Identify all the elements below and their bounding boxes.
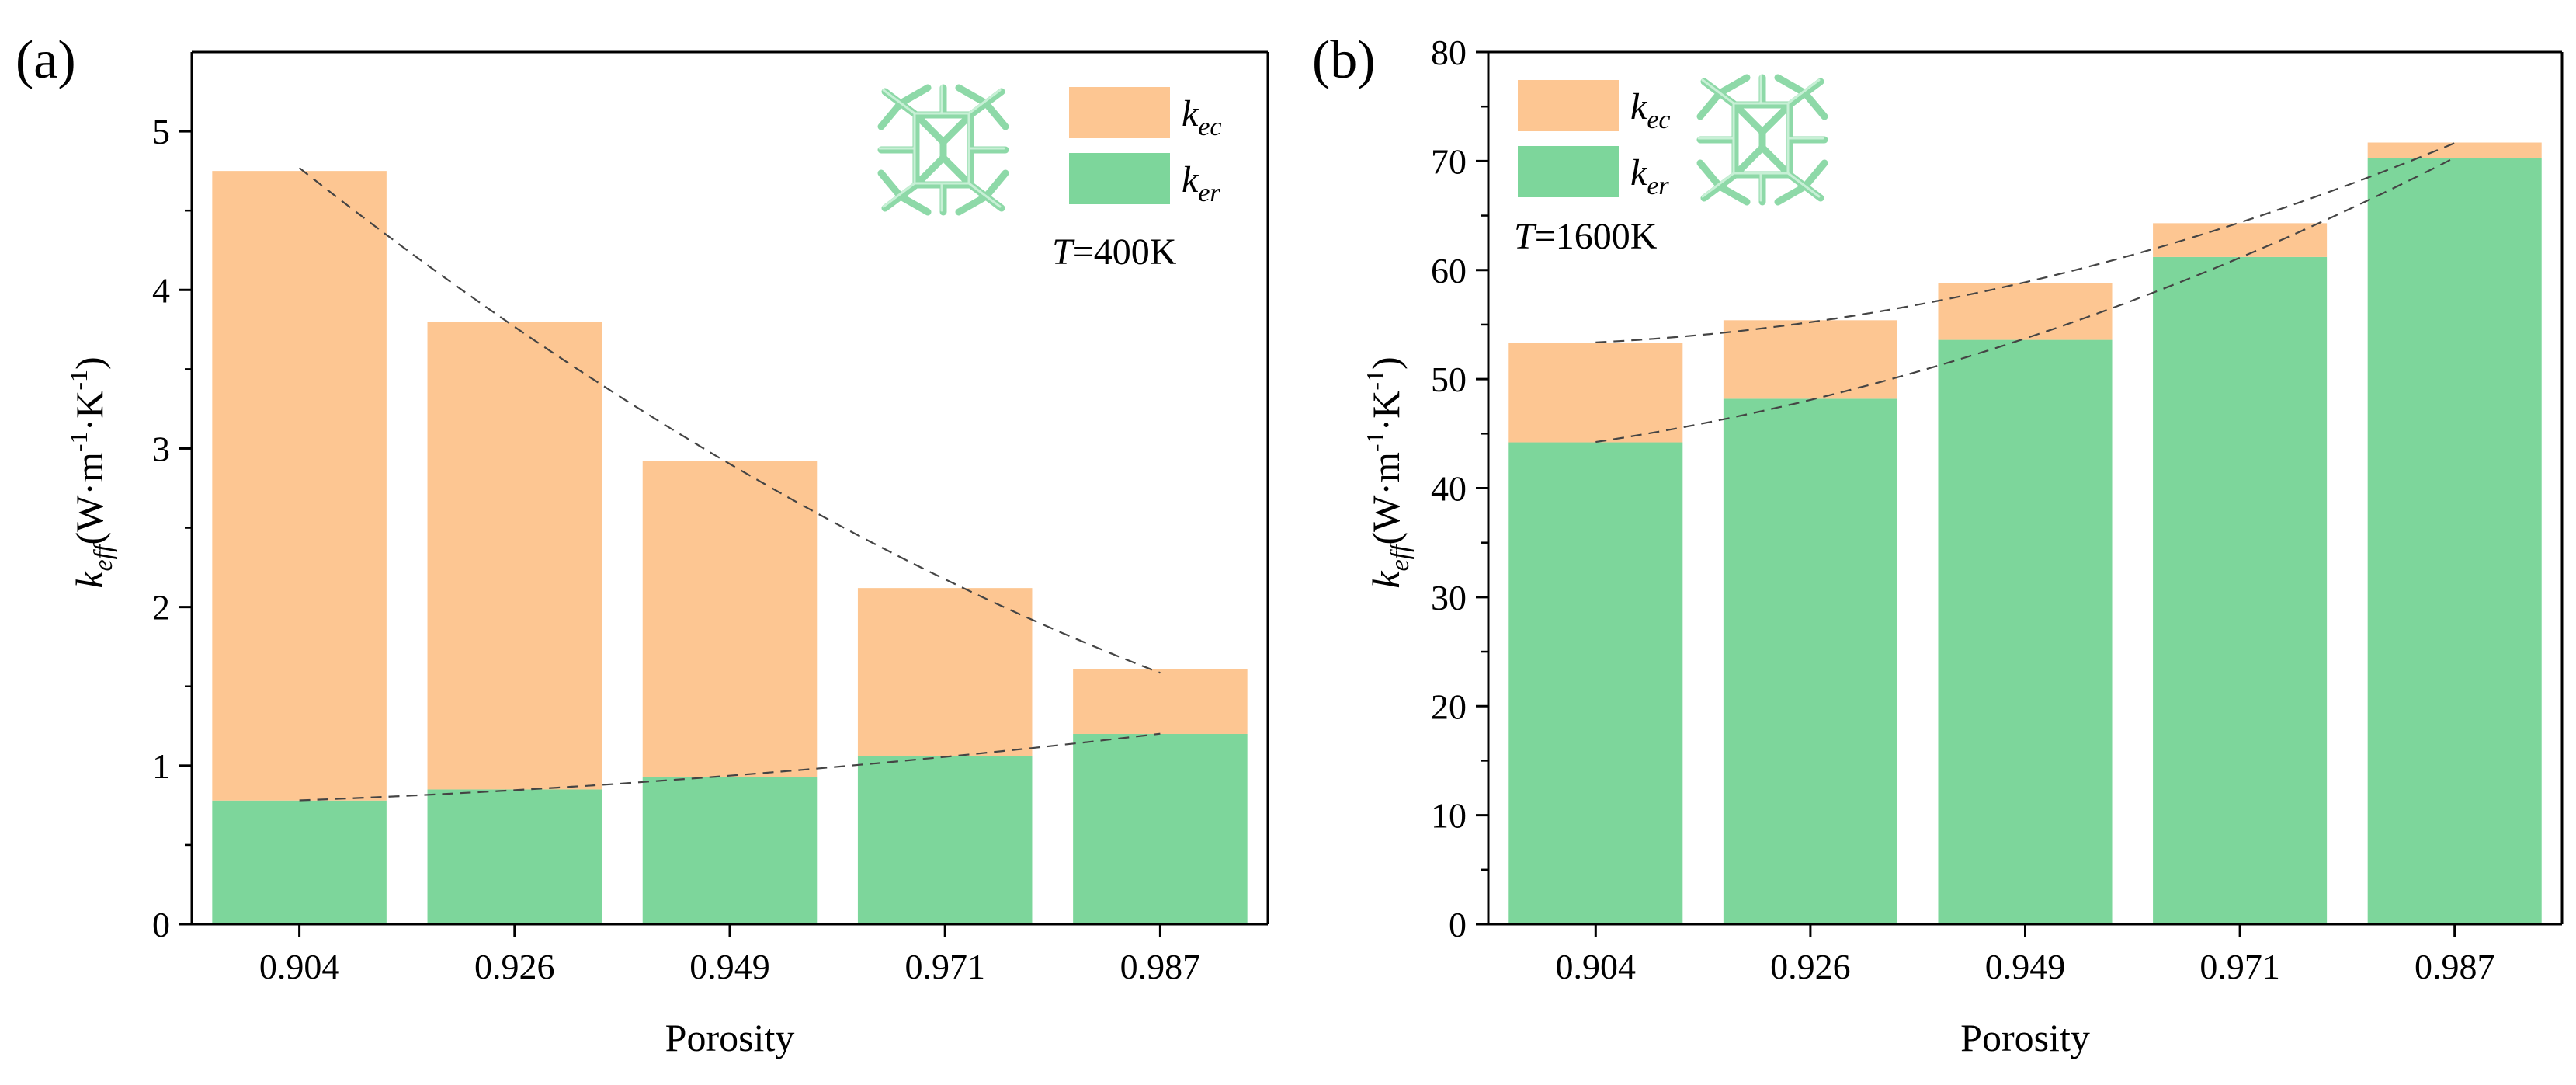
chart-a: 0 1 2 3 4 5 0.904 0.926 0.949 0.971 0.987 Porosity k… [16,30,1269,1059]
y-tick-label: 1 [152,746,170,786]
bar-ec [2367,142,2542,158]
lattice-structure-image-highlight [1697,75,1824,202]
x-tick-label: 0.926 [1770,947,1851,986]
y-tick-label: 80 [1431,33,1467,72]
bar-ec [2153,223,2328,257]
legend-swatch-er [1518,146,1619,197]
y-tick-label: 30 [1431,578,1467,617]
x-tick-label: 0.904 [1556,947,1637,986]
trend-line-er [299,732,1161,802]
y-tick-label: 0 [1449,905,1467,944]
y-axis-label: keff(W·m-1·K-1) [1361,356,1415,588]
trend-line-er [1595,157,2456,443]
y-tick-label: 20 [1431,687,1467,726]
y-axis-label: keff(W·m-1·K-1) [64,356,118,588]
bar-er [1508,442,1683,924]
y-tick-label: 4 [152,270,170,310]
x-tick-label: 0.949 [1985,947,2066,986]
bar-ec [427,322,602,790]
bar-er [1723,398,1897,924]
bar-ec [1508,343,1683,443]
panel-label: (a) [16,30,76,90]
bar-ec [857,588,1033,756]
bar-er [2153,256,2328,924]
bar-er [2367,158,2542,924]
y-tick-label: 3 [152,429,170,468]
y-tick-label: 60 [1431,251,1467,290]
y-tick-label: 5 [152,112,170,151]
legend-swatch-ec [1069,87,1170,138]
y-tick-label: 70 [1431,141,1467,181]
legend-label-ec: kec [1630,86,1671,134]
y-tick-label: 0 [152,905,170,944]
y-tick-label: 40 [1431,469,1467,509]
x-axis-label: Porosity [1960,1016,2090,1059]
legend-label-er: ker [1630,152,1669,200]
y-tick-label: 10 [1431,796,1467,836]
bar-ec [642,461,818,777]
x-tick-label: 0.987 [1120,947,1201,986]
bar-er [1073,733,1248,924]
lattice-structure-image-highlight [878,85,1005,212]
bar-er [1938,339,2113,925]
bar-ec [1938,283,2113,340]
bar-ec [1723,320,1897,399]
x-tick-label: 0.987 [2415,947,2495,986]
trend-line-total [298,167,1161,674]
x-tick-label: 0.926 [474,947,555,986]
chart-b: 0 10 20 30 40 50 60 70 80 0.904 0.926 0.949 0.971 0.9… [1312,30,2564,1059]
trend-line-total [1595,142,2456,343]
x-axis-label: Porosity [665,1016,795,1059]
panel-label: (b) [1312,30,1376,90]
bar-er [857,756,1033,924]
temperature-annotation: T=400K [1052,231,1177,273]
bar-ec [212,171,387,801]
x-tick-label: 0.971 [2199,947,2280,986]
legend-label-ec: kec [1182,93,1222,141]
bar-er [642,777,818,924]
bar-ec [1073,669,1248,734]
y-tick-label: 2 [152,588,170,628]
lattice-structure-image [877,84,1009,216]
legend-swatch-er [1069,153,1170,204]
x-tick-label: 0.971 [904,947,985,986]
lattice-structure-image [1696,74,1828,206]
bar-er [427,789,602,924]
y-tick-label: 50 [1431,360,1467,399]
legend-swatch-ec [1518,80,1619,131]
legend-label-er: ker [1182,159,1220,207]
x-tick-label: 0.904 [259,947,340,986]
temperature-annotation: T=1600K [1514,216,1658,257]
bar-er [212,800,387,924]
x-tick-label: 0.949 [689,947,770,986]
